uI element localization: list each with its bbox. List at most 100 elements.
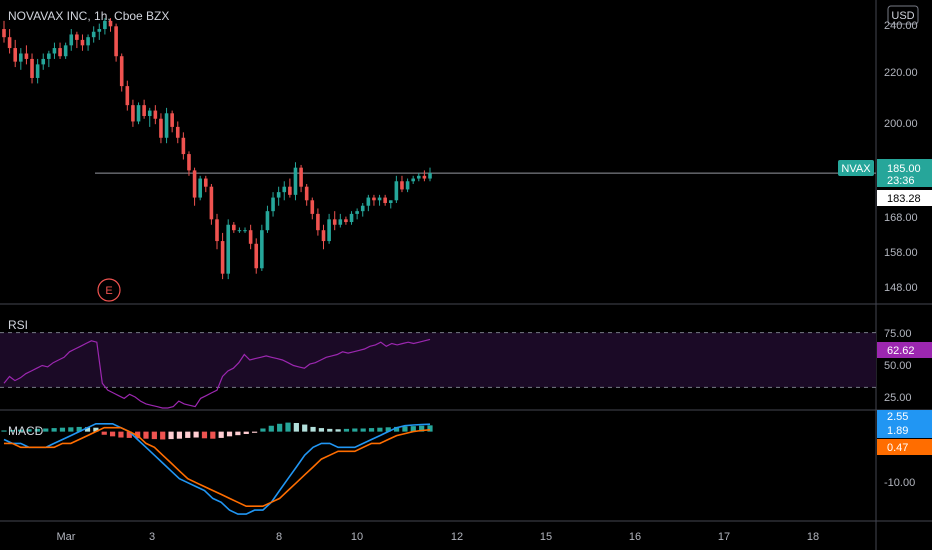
macd-histogram-bar	[160, 431, 166, 440]
macd-histogram-bar	[419, 425, 425, 432]
price-tick: 200.00	[884, 118, 918, 130]
candle-body	[203, 178, 208, 187]
candle-body	[310, 200, 315, 214]
macd-histogram-bar	[343, 428, 350, 432]
macd-histogram-bar	[201, 431, 208, 439]
macd-histogram-bar	[84, 427, 91, 432]
macd-histogram-bar	[368, 428, 375, 432]
macd-histogram-bar	[93, 427, 99, 432]
candle-body	[108, 20, 113, 27]
candle-body	[220, 241, 225, 274]
candle-body	[321, 230, 326, 242]
candle-body	[119, 56, 124, 87]
bar-countdown: 23:36	[887, 175, 915, 187]
macd-histogram-bar	[218, 431, 224, 438]
candle-body	[416, 175, 421, 179]
candle-body	[24, 53, 29, 59]
candle-body	[254, 243, 259, 269]
macd-histogram-bar	[318, 428, 325, 432]
macd-histogram-bar	[310, 426, 316, 432]
macd-histogram-bar	[101, 431, 107, 435]
candle-body	[422, 175, 427, 179]
macd-histogram-bar	[268, 425, 274, 432]
candle-body	[360, 205, 365, 212]
macd-histogram-bar	[235, 431, 241, 436]
candle-body	[248, 230, 253, 244]
candle-body	[355, 211, 359, 214]
macd-histogram-bar	[410, 426, 416, 432]
macd-histogram-bar	[327, 428, 333, 432]
candle-body	[159, 118, 163, 138]
last-price: 185.00	[887, 163, 921, 175]
candle-body	[164, 113, 169, 138]
candle-body	[332, 219, 337, 225]
earnings-marker[interactable]	[97, 278, 121, 302]
candle-body	[394, 181, 399, 201]
macd-title: MACD	[8, 424, 44, 438]
macd-histogram-bar	[226, 431, 233, 437]
macd-histogram-bar	[243, 431, 249, 434]
macd-histogram-bar	[193, 431, 199, 438]
candle-body	[13, 48, 18, 62]
candle-body	[405, 181, 410, 190]
macd-line	[3, 423, 431, 515]
candle-body	[80, 39, 85, 46]
time-label: 3	[149, 531, 155, 543]
candle-body	[232, 224, 236, 231]
candle-body	[265, 211, 270, 231]
currency-button[interactable]	[887, 5, 919, 25]
candle-body	[47, 53, 51, 59]
candle-body	[304, 186, 309, 201]
time-label: 12	[451, 531, 463, 543]
time-label: 15	[540, 531, 552, 543]
prev-close-tag	[877, 190, 932, 206]
rsi-title: RSI	[8, 318, 28, 332]
candle-body	[136, 105, 141, 122]
candle-body	[372, 197, 376, 201]
macd-histogram-bar	[393, 426, 400, 432]
candle-body	[125, 86, 130, 106]
candle-body	[338, 219, 343, 225]
macd-histogram-bar	[68, 427, 74, 432]
candle-body	[282, 186, 287, 193]
macd-top-tick-tag	[877, 410, 932, 422]
macd-histogram-bar	[352, 428, 358, 432]
candle-body	[411, 178, 415, 182]
candle-body	[114, 26, 118, 57]
macd-histogram-bar	[285, 422, 291, 432]
macd-histogram-bar	[210, 431, 216, 439]
candlestick-series[interactable]	[2, 18, 432, 280]
candle-body	[142, 105, 146, 117]
currency-label: USD	[891, 10, 914, 22]
candle-body	[349, 213, 354, 223]
candle-body	[209, 186, 214, 220]
macd-histogram-bar	[59, 427, 66, 432]
candle-body	[293, 167, 298, 195]
macd-histogram-bar	[1, 430, 7, 432]
candle-body	[2, 29, 6, 38]
macd-value: 1.89	[887, 425, 908, 437]
candle-body	[52, 48, 57, 54]
candle-body	[383, 197, 387, 204]
chart-title: NOVAVAX INC, 1h, Cboe BZX	[8, 9, 169, 23]
macd-histogram	[1, 422, 433, 440]
candle-body	[7, 37, 12, 49]
price-tick: 220.00	[884, 67, 918, 79]
candle-body	[366, 197, 371, 206]
candle-body	[237, 230, 242, 232]
price-tick: 158.00	[884, 247, 918, 259]
signal-line	[4, 426, 431, 507]
candle-body	[75, 34, 79, 40]
last-price-tag	[877, 159, 932, 187]
candle-body	[327, 219, 331, 242]
candle-body	[153, 110, 158, 119]
rsi-band	[0, 332, 876, 388]
candle-body	[170, 113, 174, 127]
candle-body	[131, 105, 135, 122]
candle-body	[377, 197, 382, 201]
candle-body	[271, 197, 275, 212]
macd-histogram-bar	[251, 431, 258, 433]
macd-value-tag	[877, 422, 932, 438]
signal-value-tag	[877, 439, 932, 455]
